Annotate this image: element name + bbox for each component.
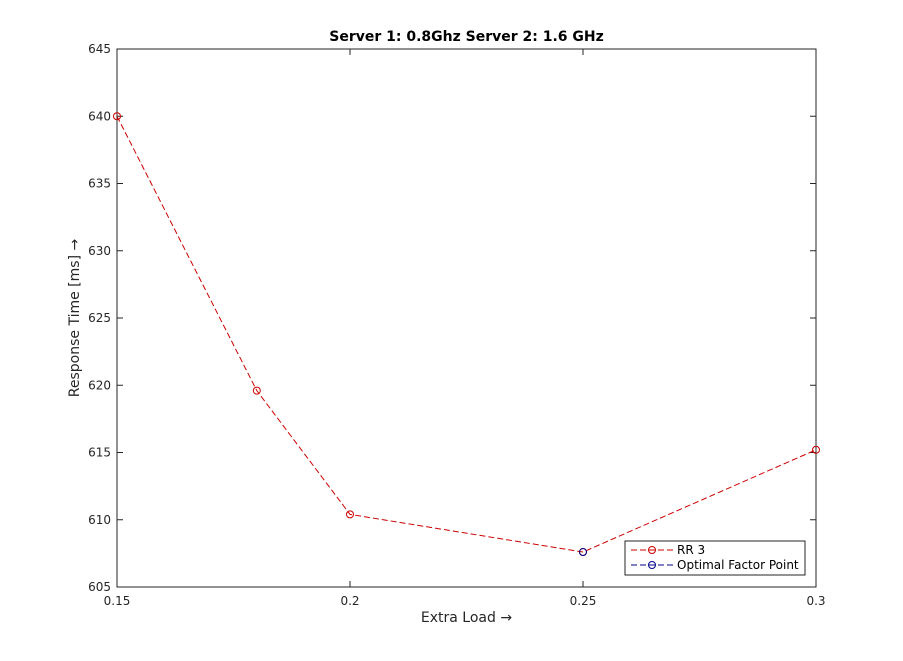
axis-ticks: 0.15 0.2 0.25 0.3 605 610 615 620 625 630 635 640 64… [88, 42, 825, 608]
y-tick-label: 645 [88, 42, 111, 56]
legend-marker [648, 561, 656, 569]
legend-label: Optimal Factor Point [677, 558, 799, 572]
y-tick-label: 610 [88, 513, 111, 527]
y-tick-label: 640 [88, 109, 111, 123]
y-tick-label: 625 [88, 311, 111, 325]
legend-item: Optimal Factor Point [631, 558, 799, 572]
data-point [812, 445, 820, 454]
y-tick-label: 615 [88, 446, 111, 460]
x-tick-label: 0.15 [104, 594, 131, 608]
legend-marker [648, 546, 656, 554]
x-tick-label: 0.25 [570, 594, 597, 608]
y-tick-label: 605 [88, 580, 111, 594]
data-point [346, 510, 354, 519]
x-axis-label: Extra Load → [421, 610, 512, 626]
y-tick-label: 620 [88, 378, 111, 392]
series-2 [579, 548, 587, 557]
x-tick-label: 0.2 [340, 594, 359, 608]
chart-title: Server 1: 0.8Ghz Server 2: 1.6 GHz [329, 29, 604, 45]
legend-item: RR 3 [631, 543, 705, 557]
series-line [116, 116, 817, 553]
legend-label: RR 3 [677, 543, 705, 557]
plot-area [116, 48, 817, 588]
data-point [579, 548, 587, 557]
y-tick-label: 635 [88, 177, 111, 191]
series-layer [113, 112, 820, 557]
data-point [113, 112, 121, 121]
legend-box [624, 540, 806, 576]
data-point [252, 386, 261, 395]
x-tick-label: 0.3 [806, 594, 825, 608]
y-tick-label: 630 [88, 244, 111, 258]
y-axis-label: Response Time [ms] → [67, 239, 83, 398]
